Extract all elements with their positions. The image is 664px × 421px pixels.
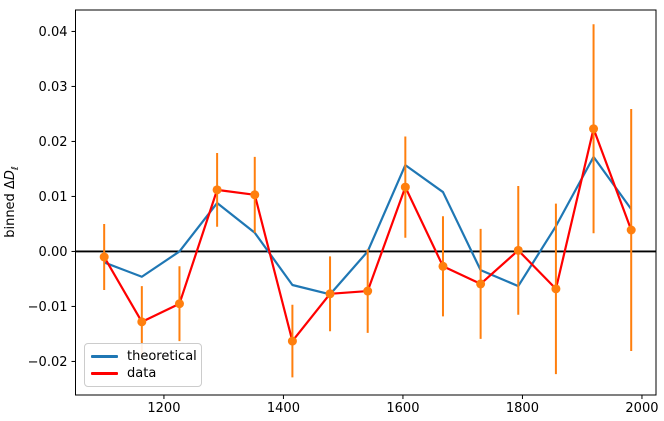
y-tick-label: 0.04	[39, 25, 68, 40]
y-tick-label: 0.02	[39, 135, 68, 150]
data-point-marker	[551, 284, 561, 294]
data-point-marker	[513, 245, 523, 255]
data-point-marker	[626, 225, 636, 235]
y-tick-label: −0.02	[28, 355, 68, 370]
data-point-marker	[287, 336, 297, 346]
data-point-marker	[137, 317, 147, 327]
plot-frame	[75, 9, 657, 396]
data-line-swatch	[91, 372, 118, 376]
data-point-marker	[212, 185, 222, 195]
data-point-marker	[400, 182, 410, 192]
y-tick-label: 0.00	[39, 245, 68, 260]
data-point-marker	[250, 190, 260, 200]
y-axis-label-subscript: ℓ	[9, 166, 21, 171]
legend-label-theoretical: theoretical	[127, 348, 197, 364]
legend: theoretical data	[84, 343, 202, 387]
y-tick-label: 0.01	[39, 190, 68, 205]
y-axis-label-variable: D	[3, 170, 19, 181]
legend-label-data: data	[127, 366, 157, 382]
data-point-marker	[438, 261, 448, 271]
theoretical-line-swatch	[91, 354, 118, 358]
data-point-marker	[589, 124, 599, 134]
y-tick-label: 0.03	[39, 80, 68, 95]
data-point-marker	[325, 289, 335, 299]
data-point-marker	[174, 299, 184, 309]
plot-background	[75, 10, 656, 395]
x-tick-label: 2000	[625, 401, 658, 416]
legend-item-data: data	[91, 367, 195, 380]
y-tick-label: −0.01	[28, 300, 68, 315]
y-axis-label: binned ΔDℓ	[3, 166, 21, 238]
data-point-marker	[363, 286, 373, 296]
x-tick-label: 1800	[506, 401, 539, 416]
x-tick-label: 1400	[267, 401, 300, 416]
legend-item-theoretical: theoretical	[91, 348, 197, 364]
y-axis-label-prefix: binned Δ	[3, 180, 19, 238]
x-tick-label: 1600	[386, 401, 419, 416]
data-point-marker	[99, 252, 109, 262]
data-point-marker	[476, 279, 486, 289]
x-tick-label: 1200	[147, 401, 180, 416]
